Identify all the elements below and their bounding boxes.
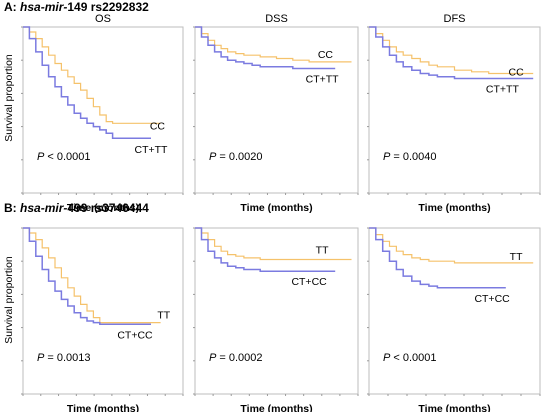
p-value: P = 0.0013 (37, 352, 91, 364)
plot-frame (194, 227, 359, 395)
plot-frame (22, 227, 184, 395)
group-label: TT (316, 245, 329, 257)
y-axis-label-row-b: Survival proportion (3, 256, 15, 344)
plot-frame (22, 26, 184, 194)
survival-curve-tt (23, 227, 161, 324)
group-label: CT+TT (135, 144, 169, 156)
p-value: P = 0.0040 (383, 151, 437, 163)
group-label: CT+CC (291, 276, 327, 288)
group-label: CC (150, 120, 166, 132)
survival-curve-cc (369, 26, 534, 75)
plot-frame (368, 26, 541, 194)
km-panel-b-2: TT CT+CC P = 0.0002 Time (months) (193, 227, 359, 412)
plot-frame (368, 227, 541, 395)
y-axis-label-row-a: Survival proportion (3, 54, 15, 142)
plot-frame (194, 26, 359, 194)
survival-curve-cc (195, 26, 352, 63)
survival-curve-ct-cc (369, 227, 506, 289)
group-label: CC (318, 49, 334, 61)
km-panel-a-3: CC CT+TT DFS P = 0.0040 Time (months) (367, 13, 541, 214)
panel-title: DSS (265, 13, 288, 25)
group-label: CC (509, 67, 525, 79)
km-panel-b-3: TT CT+CC P < 0.0001 Time (months) (367, 227, 541, 412)
group-label: TT (157, 310, 170, 322)
group-label: TT (510, 251, 523, 263)
survival-curve-ct-cc (23, 227, 151, 326)
x-axis-label: Time (months) (240, 202, 312, 214)
group-label: CT+CC (117, 329, 153, 341)
x-axis-label: Time (months) (67, 403, 139, 412)
x-axis-label: Time (months) (418, 202, 490, 214)
section-b-header: B: hsa-mir-499 rs3746444 (4, 201, 149, 215)
survival-curve-cc (23, 26, 161, 124)
km-panel-a-2: CC CT+TT DSS P = 0.0020 Time (months) (193, 13, 359, 214)
survival-curve-ct-tt (369, 26, 534, 80)
p-value: P = 0.0002 (209, 352, 263, 364)
p-value: P < 0.0001 (37, 151, 91, 163)
group-label: CT+TT (306, 74, 340, 86)
x-axis-label: Time (months) (418, 403, 490, 412)
group-label: CT+CC (474, 293, 510, 305)
p-value: P = 0.0020 (209, 151, 263, 163)
survival-curve-tt (195, 227, 352, 261)
group-label: CT+TT (486, 84, 520, 96)
panel-title: DFS (444, 13, 466, 25)
p-value: P < 0.0001 (383, 352, 437, 364)
section-a-header: A: hsa-mir-149 rs2292832 (4, 0, 149, 14)
survival-curve-ct-tt (195, 26, 336, 70)
survival-curve-tt (369, 227, 534, 264)
x-axis-label: Time (months) (67, 202, 139, 214)
survival-curve-ct-cc (195, 227, 336, 272)
km-panel-b-1: TT CT+CC P = 0.0013 Time (months) (21, 227, 184, 412)
km-panel-a-1: CC CT+TT OS P < 0.0001 Time (months) (21, 13, 184, 214)
x-axis-label: Time (months) (240, 403, 312, 412)
survival-curve-ct-tt (23, 26, 151, 139)
panel-title: OS (95, 13, 111, 25)
